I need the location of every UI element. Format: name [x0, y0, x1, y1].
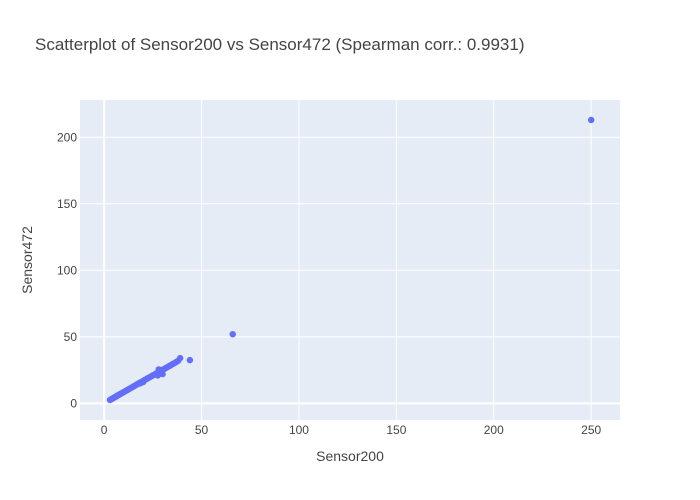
y-tick-labels: 0 50 100 150 200: [57, 130, 77, 410]
x-axis-title: Sensor200: [316, 448, 384, 464]
x-tick-labels: 0 50 100 150 200 250: [101, 423, 602, 437]
x-tick-label: 100: [289, 423, 309, 437]
x-gridlines: [103, 100, 592, 420]
y-axis-title: Sensor472: [19, 226, 35, 294]
y-tick-label: 0: [70, 396, 77, 410]
x-tick-label: 50: [195, 423, 209, 437]
y-tick-label: 200: [57, 130, 77, 144]
y-gridlines: [80, 136, 620, 405]
x-tick-label: 200: [484, 423, 504, 437]
y-tick-label: 100: [57, 263, 77, 277]
x-tick-label: 250: [581, 423, 601, 437]
data-points: [106, 116, 595, 404]
y-tick-label: 150: [57, 197, 77, 211]
data-point: [229, 330, 236, 338]
chart-title: Scatterplot of Sensor200 vs Sensor472 (S…: [35, 35, 525, 54]
y-tick-label: 50: [64, 330, 78, 344]
data-point: [176, 354, 184, 362]
data-point: [154, 372, 161, 379]
data-point: [157, 367, 164, 374]
data-point: [136, 380, 144, 387]
x-tick-label: 0: [101, 423, 108, 437]
data-point: [587, 116, 595, 124]
x-tick-label: 150: [386, 423, 406, 437]
data-point: [186, 356, 194, 364]
